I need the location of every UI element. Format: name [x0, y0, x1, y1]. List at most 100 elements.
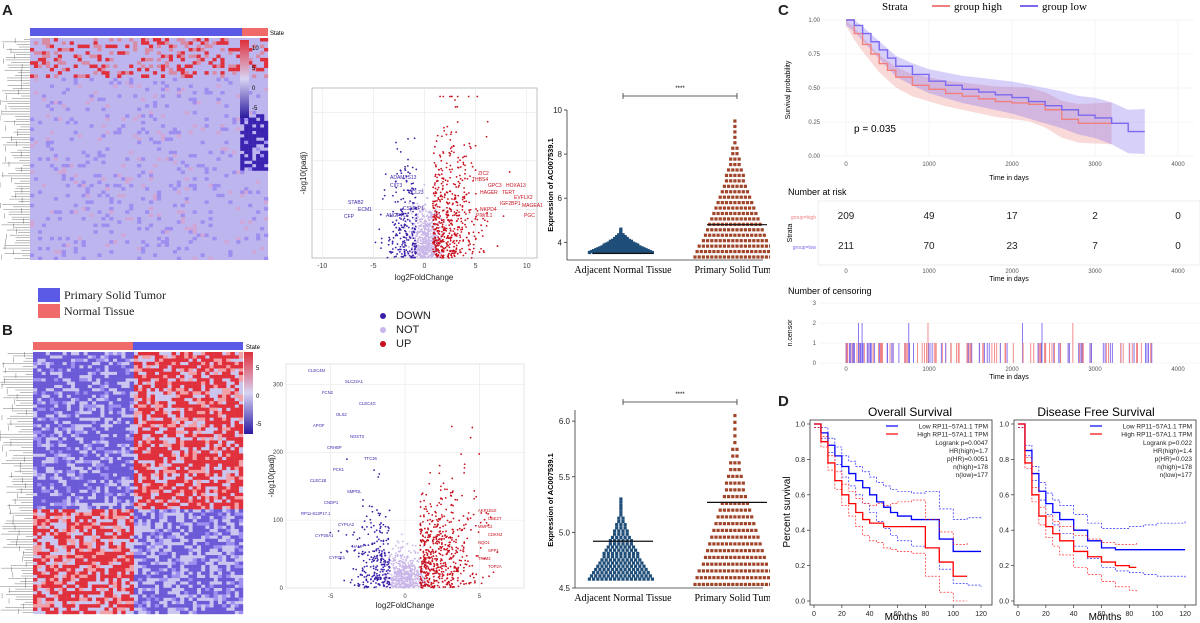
heatmap-b-cell: [79, 528, 84, 533]
heatmap-b-cell: [33, 584, 38, 588]
point-up: [451, 198, 453, 200]
heatmap-b-cell: [83, 456, 88, 461]
heatmap-b-cell: [100, 610, 105, 615]
heatmap-b-cell: [129, 456, 134, 461]
heatmap-b-cell: [234, 607, 239, 611]
point-up: [502, 215, 505, 218]
heatmap-b-cell: [201, 404, 206, 408]
heatmap-b-cell: [129, 528, 134, 533]
heatmap-b-cell: [234, 394, 239, 399]
heatmap-b-cell: [201, 397, 206, 402]
heatmap-b-cell: [45, 384, 50, 389]
heatmap-b-cell: [37, 456, 42, 461]
heatmap-b-cell: [142, 453, 147, 457]
heatmap-b-cell: [146, 410, 151, 415]
heatmap-b-cell: [213, 352, 218, 356]
heatmap-a-cell: [208, 223, 213, 228]
heatmap-b-cell: [167, 424, 172, 428]
heatmap-b-cell: [184, 355, 189, 359]
heatmap-b-cell: [108, 404, 113, 408]
heatmap-a-cell: [77, 74, 82, 78]
heatmap-a-cell: [129, 216, 134, 221]
heatmap-b-cell: [83, 394, 88, 399]
heatmap-a-cell: [152, 140, 158, 145]
heatmap-b-cell: [70, 483, 76, 487]
heatmap-b-cell: [108, 610, 113, 615]
point-down: [411, 216, 414, 219]
heatmap-b-cell: [133, 555, 139, 559]
heatmap-b-cell: [108, 600, 113, 605]
heatmap-b-cell: [133, 414, 139, 418]
heatmap-b-cell: [117, 548, 122, 552]
heatmap-b-cell: [188, 587, 193, 592]
point-not: [430, 252, 433, 255]
heatmap-b-cell: [138, 581, 143, 585]
heatmap-b-cell: [171, 381, 176, 385]
point-up: [443, 129, 446, 132]
heatmap-b-cell: [222, 466, 227, 471]
heatmap-b-cell: [146, 437, 151, 441]
heatmap-b-cell: [192, 476, 197, 480]
heatmap-b-cell: [234, 486, 239, 490]
point-up: [437, 197, 440, 199]
heatmap-b-cell: [217, 512, 223, 516]
heatmap-a-cell: [196, 44, 201, 49]
heatmap-b-cell: [230, 568, 235, 572]
heatmap-b-cell: [49, 453, 55, 457]
heatmap-b-cell: [213, 610, 218, 615]
heatmap-b-cell: [41, 361, 46, 366]
heatmap-b-cell: [37, 519, 42, 523]
heatmap-b-cell: [87, 420, 92, 425]
point-down: [407, 189, 410, 192]
heatmap-b-cell: [167, 496, 172, 500]
heatmap-b-cell: [209, 401, 214, 405]
heatmap-b-cell: [117, 469, 122, 474]
heatmap-b-cell: [129, 384, 134, 389]
heatmap-a-cell: [156, 236, 162, 241]
heatmap-b-cell: [188, 607, 193, 611]
heatmap-b-cell: [75, 463, 80, 467]
heatmap-b-cell: [188, 502, 193, 507]
heatmap-b-cell: [171, 368, 176, 372]
heatmap-b-cell: [37, 548, 42, 552]
heatmap-b-cell: [133, 394, 139, 399]
heatmap-b-cell: [100, 509, 105, 513]
point-down: [413, 245, 416, 248]
heatmap-b-cell: [117, 525, 122, 530]
heatmap-b-cell: [234, 450, 239, 454]
heatmap-b-cell: [87, 502, 92, 507]
heatmap-b-cell: [104, 450, 109, 454]
heatmap-b-cell: [201, 358, 206, 363]
heatmap-b-cell: [230, 594, 235, 598]
heatmap-b-cell: [33, 368, 38, 372]
heatmap-a-cell: [216, 100, 221, 105]
heatmap-a-cell: [113, 240, 118, 244]
heatmap-b-cell: [171, 564, 176, 569]
heatmap-b-cell: [154, 443, 160, 448]
heatmap-b-cell: [45, 355, 50, 359]
heatmap-b-cell: [108, 427, 113, 431]
heatmap-b-cell: [146, 355, 151, 359]
heatmap-a-cell: [220, 71, 225, 75]
heatmap-b-cell: [146, 450, 151, 454]
heatmap-a-cell: [188, 97, 193, 102]
heatmap-b-cell: [192, 551, 197, 556]
heatmap-b-cell: [41, 433, 46, 438]
heatmap-a-cell: [141, 41, 146, 45]
heatmap-b-cell: [91, 352, 97, 356]
heatmap-b-cell: [146, 473, 151, 477]
heatmap-b-cell: [83, 361, 88, 366]
heatmap-b-cell: [66, 512, 71, 516]
heatmap-b-cell: [70, 365, 76, 369]
heatmap-b-cell: [112, 394, 118, 399]
point-not: [420, 223, 423, 226]
heatmap-b-cell: [125, 512, 130, 516]
heatmap-b-cell: [87, 486, 92, 490]
heatmap-b-cell: [213, 404, 218, 408]
heatmap-b-cell: [37, 489, 42, 494]
heatmap-b-cell: [70, 564, 76, 569]
heatmap-a-cell: [256, 67, 261, 72]
heatmap-b-cell: [79, 604, 84, 608]
point-up: [435, 254, 438, 256]
heatmap-b-cell: [142, 597, 147, 602]
